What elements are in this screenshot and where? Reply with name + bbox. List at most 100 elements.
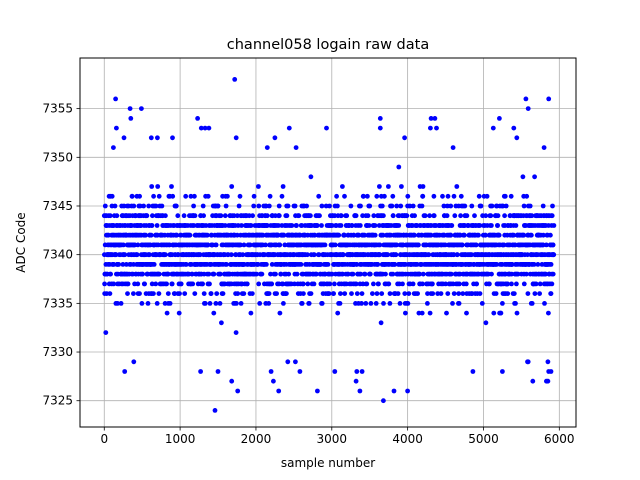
data-point xyxy=(502,213,507,219)
data-point xyxy=(188,193,194,199)
data-point xyxy=(464,310,469,316)
data-point xyxy=(378,320,384,326)
data-point xyxy=(304,203,309,209)
data-point xyxy=(479,301,485,306)
data-point xyxy=(112,203,118,209)
data-point xyxy=(207,281,212,287)
data-point-outlier xyxy=(432,116,438,121)
data-point xyxy=(191,203,197,209)
data-point xyxy=(381,213,386,219)
data-point xyxy=(406,291,412,296)
data-point xyxy=(370,291,375,296)
data-point xyxy=(236,203,242,209)
data-point xyxy=(483,232,488,238)
data-point xyxy=(139,301,145,306)
data-point xyxy=(177,291,182,296)
data-point-outlier xyxy=(139,106,144,111)
data-point xyxy=(397,301,403,306)
data-point xyxy=(153,203,159,209)
data-point xyxy=(420,271,426,277)
data-point-outlier xyxy=(235,388,241,394)
data-point xyxy=(550,271,556,277)
data-point xyxy=(527,203,533,209)
data-point xyxy=(452,213,458,219)
data-point xyxy=(164,310,170,316)
y-tick-label: 7355 xyxy=(42,102,73,116)
data-point xyxy=(483,320,489,326)
data-point xyxy=(150,213,155,219)
data-point xyxy=(214,291,220,296)
data-point xyxy=(509,281,514,287)
data-point xyxy=(264,223,270,228)
data-point xyxy=(476,193,482,199)
data-point-outlier xyxy=(500,369,505,374)
data-point xyxy=(338,223,344,228)
data-point xyxy=(451,291,457,296)
data-point xyxy=(472,213,477,219)
data-point xyxy=(372,223,378,228)
data-point xyxy=(427,213,432,219)
data-point xyxy=(435,291,441,296)
data-point xyxy=(354,262,360,267)
data-point xyxy=(375,262,381,267)
data-point xyxy=(289,223,295,228)
data-point xyxy=(318,262,324,267)
data-point xyxy=(443,281,448,287)
data-point xyxy=(551,223,557,228)
data-point-outlier xyxy=(405,388,410,394)
data-point-outlier xyxy=(545,359,551,365)
data-point xyxy=(172,291,178,296)
data-point xyxy=(286,271,292,277)
data-point xyxy=(332,281,337,287)
data-point xyxy=(135,281,141,287)
data-point xyxy=(215,203,221,209)
data-point xyxy=(390,213,396,219)
data-point xyxy=(383,271,388,277)
data-point xyxy=(299,223,305,228)
data-point-outlier xyxy=(272,135,278,141)
data-point xyxy=(380,232,386,238)
data-point xyxy=(515,271,521,277)
data-point xyxy=(269,281,275,287)
data-point xyxy=(251,203,257,209)
y-tick-label: 7345 xyxy=(42,199,73,213)
data-point xyxy=(277,310,283,316)
data-point xyxy=(314,223,320,228)
data-point xyxy=(379,291,385,296)
data-point xyxy=(222,223,228,228)
data-point xyxy=(400,281,405,287)
data-point xyxy=(365,193,370,199)
data-point xyxy=(148,232,154,238)
data-point xyxy=(217,301,223,306)
data-point xyxy=(478,203,484,209)
data-point xyxy=(462,232,467,238)
data-point xyxy=(125,281,131,287)
data-point xyxy=(108,271,113,277)
data-point xyxy=(103,330,109,335)
data-point xyxy=(299,301,305,306)
data-point xyxy=(319,203,325,209)
data-point xyxy=(535,262,541,267)
data-point-outlier xyxy=(546,96,552,102)
data-point xyxy=(273,271,278,277)
data-point xyxy=(524,193,530,199)
data-point xyxy=(167,242,172,248)
data-point xyxy=(457,281,462,287)
data-point xyxy=(342,291,348,296)
data-point xyxy=(247,242,253,248)
data-points xyxy=(101,77,557,413)
data-point xyxy=(267,193,273,199)
data-point xyxy=(154,301,160,306)
data-point-outlier xyxy=(530,378,536,384)
data-point xyxy=(420,281,425,287)
data-point-outlier xyxy=(285,359,291,365)
data-point-outlier xyxy=(121,135,127,141)
data-point xyxy=(182,291,188,296)
data-point xyxy=(305,252,310,258)
data-point xyxy=(183,193,189,199)
data-point xyxy=(410,281,416,287)
data-point-outlier xyxy=(233,135,239,141)
data-point xyxy=(520,174,526,180)
data-point xyxy=(122,252,128,258)
data-point xyxy=(425,291,430,296)
